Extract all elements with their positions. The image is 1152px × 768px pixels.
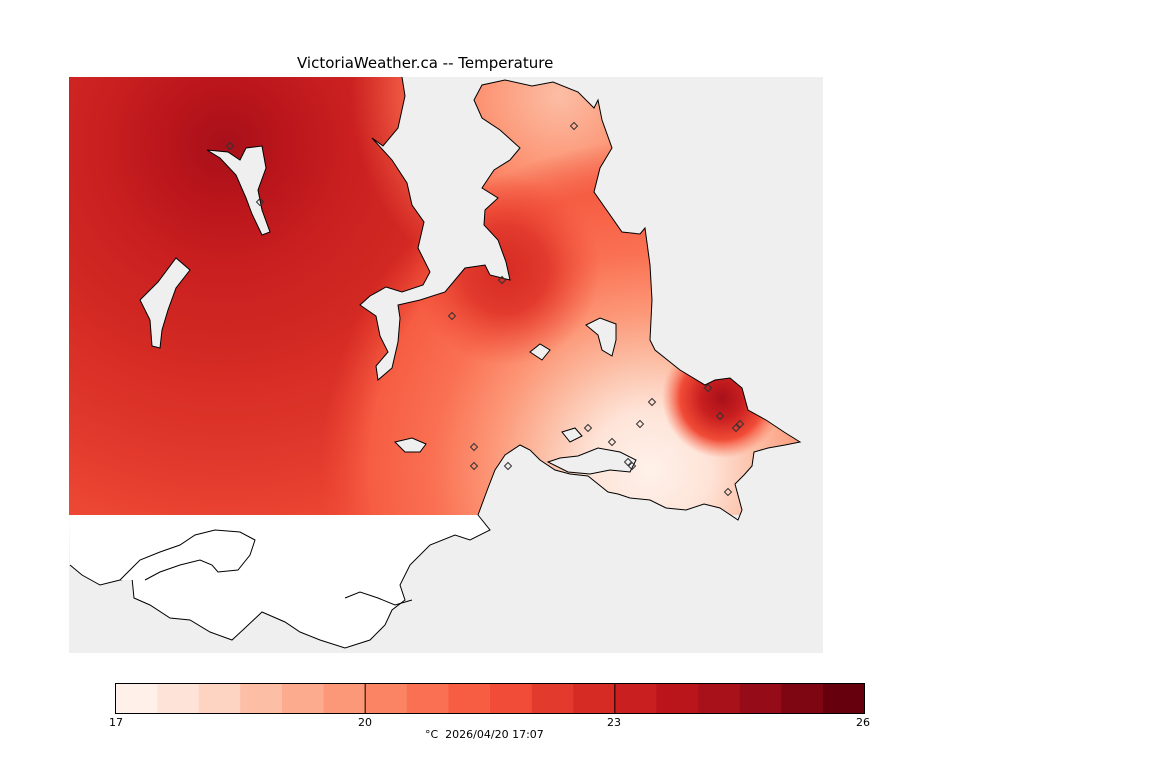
station-marker	[255, 197, 265, 207]
station-marker	[583, 423, 593, 433]
station-marker	[703, 383, 713, 393]
station-marker	[497, 275, 507, 285]
colorbar-cell	[365, 683, 408, 714]
station-marker	[715, 411, 725, 421]
colorbar-caption: °C 2026/04/20 17:07	[425, 728, 544, 741]
colorbar-cell	[490, 683, 532, 714]
colorbar-tick-label: 23	[607, 716, 621, 729]
station-marker	[503, 461, 513, 471]
colorbar-tick-label: 26	[856, 716, 870, 729]
colorbar-cell	[448, 683, 491, 714]
colorbar-cell	[406, 683, 449, 714]
colorbar-cell	[157, 683, 200, 714]
station-marker	[469, 442, 479, 452]
station-marker	[635, 419, 645, 429]
southern-land	[69, 514, 491, 649]
station-marker	[647, 397, 657, 407]
colorbar-tick-label: 17	[109, 716, 123, 729]
temperature-map	[69, 77, 823, 653]
colorbar-cell	[198, 683, 241, 714]
station-marker	[623, 457, 633, 467]
station-marker	[607, 437, 617, 447]
colorbar-cell	[115, 683, 158, 714]
station-marker	[723, 487, 733, 497]
colorbar-cell	[739, 683, 782, 714]
colorbar-cell	[323, 683, 366, 714]
station-marker	[569, 121, 579, 131]
colorbar-cell	[781, 683, 824, 714]
colorbar-tick-label: 20	[358, 716, 372, 729]
station-marker	[447, 311, 457, 321]
colorbar-cell	[531, 683, 574, 714]
colorbar-cell	[281, 683, 324, 714]
colorbar-cell	[240, 683, 283, 714]
station-marker	[735, 419, 745, 429]
map-title: VictoriaWeather.ca -- Temperature	[297, 54, 554, 72]
weather-stations	[225, 121, 745, 497]
station-marker	[731, 423, 741, 433]
station-marker	[469, 461, 479, 471]
station-marker	[627, 461, 637, 471]
colorbar-cell	[698, 683, 740, 714]
colorbar-cell	[573, 683, 616, 714]
colorbar-cell	[822, 683, 865, 714]
colorbar-cell	[656, 683, 699, 714]
station-marker	[225, 141, 235, 151]
coastline	[139, 77, 802, 521]
colorbar	[115, 683, 865, 714]
colorbar-cell	[614, 683, 657, 714]
